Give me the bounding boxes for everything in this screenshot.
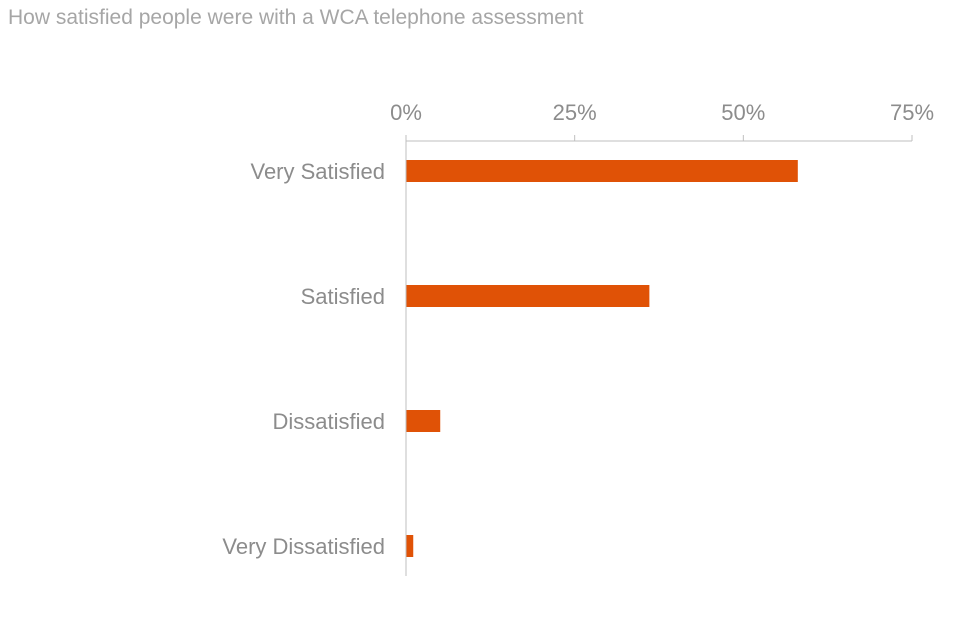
category-label: Very Dissatisfied	[222, 534, 385, 559]
bars	[406, 160, 798, 557]
category-label: Satisfied	[301, 284, 385, 309]
x-tick-label: 0%	[390, 100, 422, 125]
x-axis: 0% 25% 50% 75%	[390, 100, 934, 576]
x-tick-label: 75%	[890, 100, 934, 125]
bar	[406, 160, 798, 182]
bar	[406, 410, 441, 432]
bar	[406, 535, 414, 557]
category-label: Very Satisfied	[250, 159, 385, 184]
chart-title: How satisfied people were with a WCA tel…	[8, 6, 584, 29]
category-labels: Very Satisfied Satisfied Dissatisfied Very …	[222, 159, 385, 559]
category-label: Dissatisfied	[273, 409, 385, 434]
x-tick-label: 25%	[553, 100, 597, 125]
bar	[406, 285, 650, 307]
x-tick-label: 50%	[721, 100, 765, 125]
